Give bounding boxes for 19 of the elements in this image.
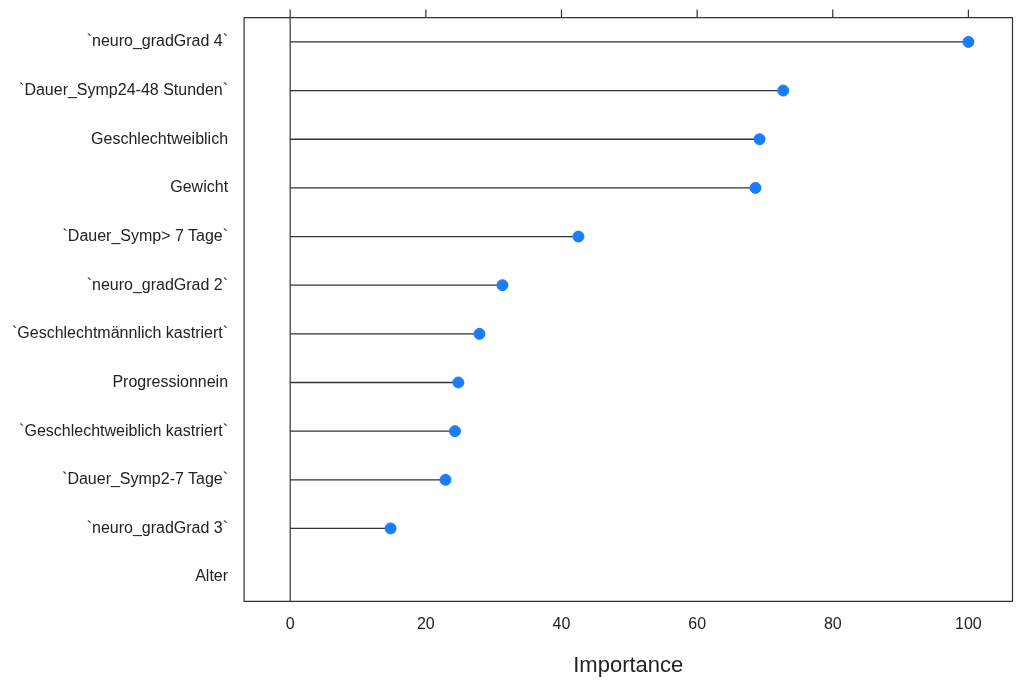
x-tick-label: 20 xyxy=(416,615,435,633)
x-tick-label: 100 xyxy=(955,615,982,633)
y-tick-label: Gewicht xyxy=(170,178,229,196)
y-tick-label: `Dauer_Symp24-48 Stunden` xyxy=(19,80,229,99)
x-tick-label: 80 xyxy=(823,615,842,633)
x-tick-label: 60 xyxy=(688,615,707,633)
x-axis-title: Importance xyxy=(573,651,684,677)
y-tick-label: `neuro_gradGrad 2` xyxy=(86,275,229,294)
y-tick-label: Progressionnein xyxy=(112,372,229,390)
y-tick-label: Geschlechtweiblich xyxy=(91,129,229,147)
y-tick-label: `neuro_gradGrad 3` xyxy=(86,518,229,537)
y-tick-label: `neuro_gradGrad 4` xyxy=(86,32,229,51)
x-tick-label: 0 xyxy=(285,615,295,633)
y-tick-label: Alter xyxy=(195,567,229,585)
y-tick-label: `Geschlechtweiblich kastriert` xyxy=(19,421,229,439)
y-tick-label: `Dauer_Symp2-7 Tage` xyxy=(62,470,229,489)
y-tick-label: `Geschlechtmännlich kastriert` xyxy=(11,324,229,342)
y-tick-label: `Dauer_Symp> 7 Tage` xyxy=(62,226,229,245)
x-tick-label: 40 xyxy=(552,615,571,633)
